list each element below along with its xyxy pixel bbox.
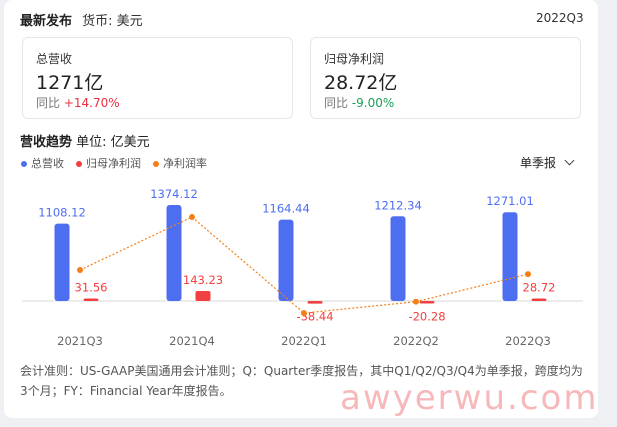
header-title: 最新发布: [20, 14, 73, 29]
revenue-data-label: 1271.01: [486, 194, 534, 208]
legend-dot-icon: [153, 161, 159, 167]
metric-change-row: 同比 -9.00%: [324, 94, 394, 111]
net-profit-data-label: 143.23: [183, 273, 223, 287]
change-label: 同比: [36, 96, 61, 110]
revenue-bar: [54, 223, 70, 301]
revenue-bar: [390, 216, 406, 301]
metric-value: 1271亿: [36, 72, 104, 94]
chart-legend: 总营收 归母净利润 净利润率: [21, 155, 207, 171]
metric-label: 归母净利润: [324, 52, 385, 66]
metric-card-revenue[interactable]: 总营收 1271亿 同比 +14.70%: [22, 37, 293, 119]
x-tick-label: 2022Q2: [393, 334, 439, 348]
net-profit-bar: [83, 298, 99, 301]
margin-point: [77, 267, 83, 274]
metric-card-net-profit[interactable]: 归母净利润 28.72亿 同比 -9.00%: [310, 37, 581, 119]
currency-label: 货币: 美元: [82, 14, 143, 29]
metric-value: 28.72亿: [324, 72, 398, 94]
net-profit-bar: [307, 301, 323, 304]
period-label: 2022Q3: [536, 11, 584, 25]
section-unit: 单位: 亿美元: [76, 135, 150, 150]
revenue-bar: [278, 219, 294, 301]
change-label: 同比: [324, 96, 349, 110]
card-header: 最新发布 货币: 美元: [20, 10, 143, 29]
legend-label: 总营收: [31, 157, 64, 170]
revenue-data-label: 1108.12: [38, 206, 86, 220]
margin-point: [413, 298, 419, 305]
net-profit-data-label: 31.56: [75, 281, 108, 295]
revenue-chart: 1108.12 31.56 2021Q3 1374.12 143.23 2021Q4 116…: [22, 187, 583, 348]
change-value: +14.70%: [63, 96, 120, 110]
watermark-text: awyerwu.com: [340, 378, 599, 418]
margin-point: [301, 310, 307, 317]
x-tick-label: 2022Q1: [281, 334, 327, 348]
section-title: 营收趋势 单位: 亿美元: [20, 131, 150, 150]
financial-card: [4, 0, 598, 418]
period-type-dropdown[interactable]: 单季报: [520, 154, 575, 171]
revenue-bar: [502, 212, 518, 301]
revenue-data-label: 1164.44: [262, 202, 310, 216]
metric-label: 总营收: [36, 52, 73, 66]
dropdown-label: 单季报: [520, 156, 557, 170]
net-profit-bar: [419, 301, 435, 304]
x-tick-label: 2022Q3: [505, 334, 551, 348]
legend-dot-icon: [21, 161, 27, 167]
chevron-down-icon: [564, 155, 575, 166]
legend-item-revenue[interactable]: 总营收: [21, 155, 64, 171]
legend-item-margin[interactable]: 净利润率: [153, 155, 207, 171]
margin-point: [525, 271, 531, 278]
net-profit-bar: [531, 298, 547, 301]
net-profit-data-label: 28.72: [523, 281, 556, 295]
change-value: -9.00%: [351, 96, 395, 110]
revenue-bar: [166, 205, 182, 301]
x-tick-label: 2021Q3: [57, 334, 103, 348]
margin-point: [189, 214, 195, 221]
metric-change-row: 同比 +14.70%: [36, 94, 120, 111]
section-title-text: 营收趋势: [20, 135, 73, 150]
legend-item-net-profit[interactable]: 归母净利润: [76, 155, 141, 171]
margin-line: [79, 216, 529, 314]
legend-label: 归母净利润: [86, 157, 141, 170]
legend-label: 净利润率: [163, 157, 207, 170]
net-profit-data-label: -20.28: [408, 310, 445, 324]
net-profit-bar: [195, 290, 211, 301]
legend-dot-icon: [76, 161, 82, 167]
revenue-data-label: 1374.12: [150, 187, 198, 201]
footnote: 会计准则：US-GAAP美国通用会计准则；Q：Quarter季度报告，其中Q1/…: [20, 364, 583, 398]
x-tick-label: 2021Q4: [169, 334, 215, 348]
revenue-data-label: 1212.34: [374, 198, 422, 212]
